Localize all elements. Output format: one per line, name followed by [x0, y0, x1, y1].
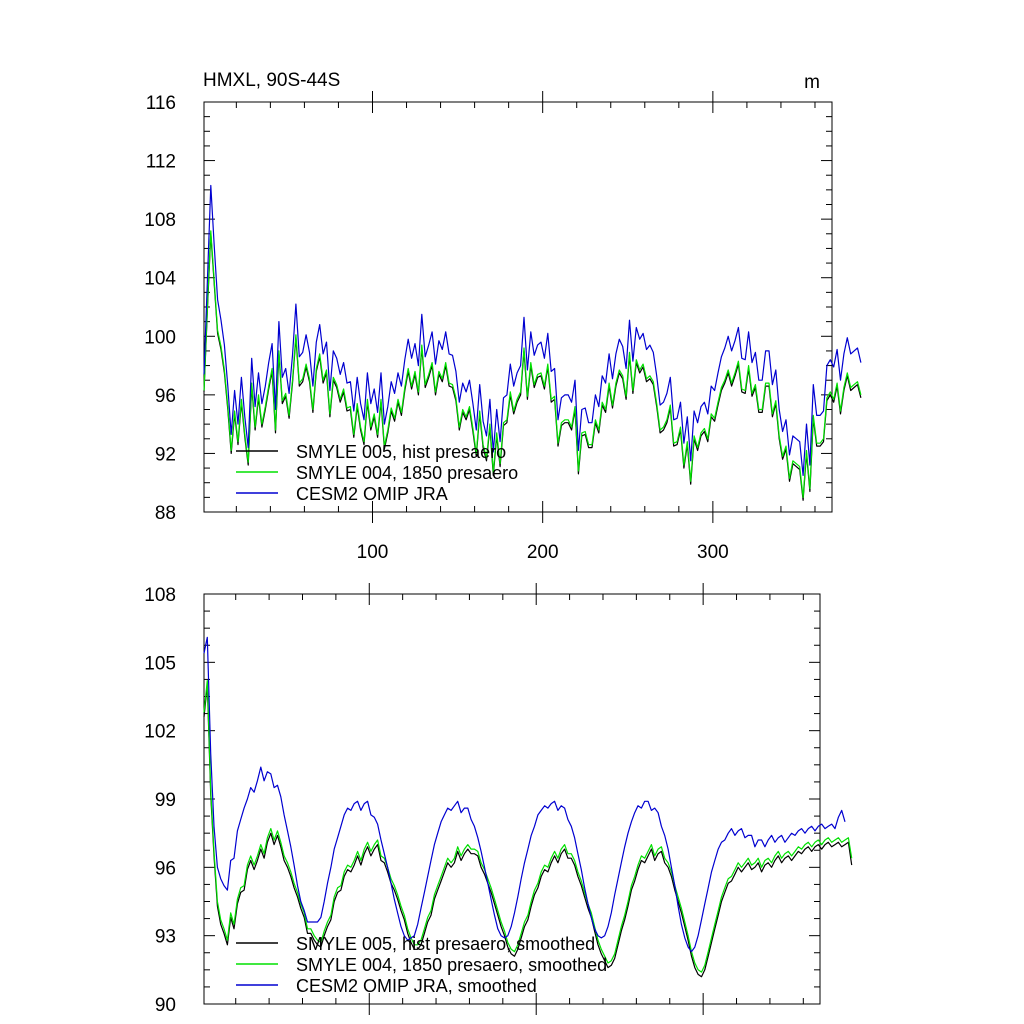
y-tick-label: 116 — [146, 93, 176, 114]
legend-label: SMYLE 004, 1850 presaero, smoothed — [296, 955, 607, 975]
y-tick-label: 112 — [146, 152, 176, 173]
x-tick-label: 300 — [697, 542, 729, 563]
series-line-2 — [203, 184, 862, 476]
y-tick-label: 99 — [155, 790, 176, 811]
y-tick-label: 96 — [155, 858, 176, 879]
y-tick-label: 105 — [144, 653, 176, 674]
series-line-2 — [203, 636, 846, 953]
y-tick-label: 90 — [155, 995, 176, 1016]
y-tick-label: 108 — [144, 585, 176, 606]
series-line-1 — [203, 679, 853, 973]
legend-label: CESM2 OMIP JRA — [296, 484, 448, 504]
y-tick-label: 100 — [144, 327, 176, 348]
y-tick-label: 108 — [144, 210, 176, 231]
series-line-0 — [203, 684, 853, 978]
legend-label: SMYLE 004, 1850 presaero — [296, 463, 518, 483]
legend-label: SMYLE 005, hist presaero — [296, 442, 506, 462]
chart-title: HMXL, 90S-44S — [203, 70, 340, 91]
y-tick-label: 88 — [155, 503, 176, 524]
y-tick-label: 93 — [155, 927, 176, 948]
y-tick-label: 92 — [155, 444, 176, 465]
legend-label: SMYLE 005, hist presaero, smoothed — [296, 934, 595, 954]
x-tick-label: 200 — [527, 542, 559, 563]
y-tick-label: 102 — [144, 722, 176, 743]
panel-bottom: 90 93 96 99 102 105 108 SMYLE 005, hist presaer… — [144, 583, 853, 1016]
y-tick-label: 104 — [144, 269, 176, 290]
panel-top: HMXL, 90S-44S m 88 92 96 100 104 108 112 116 100… — [144, 70, 862, 563]
y-tick-label: 96 — [155, 386, 176, 407]
x-tick-label: 100 — [357, 542, 389, 563]
chart-units: m — [804, 72, 820, 93]
legend-label: CESM2 OMIP JRA, smoothed — [296, 976, 537, 996]
series-line-1 — [203, 230, 862, 498]
